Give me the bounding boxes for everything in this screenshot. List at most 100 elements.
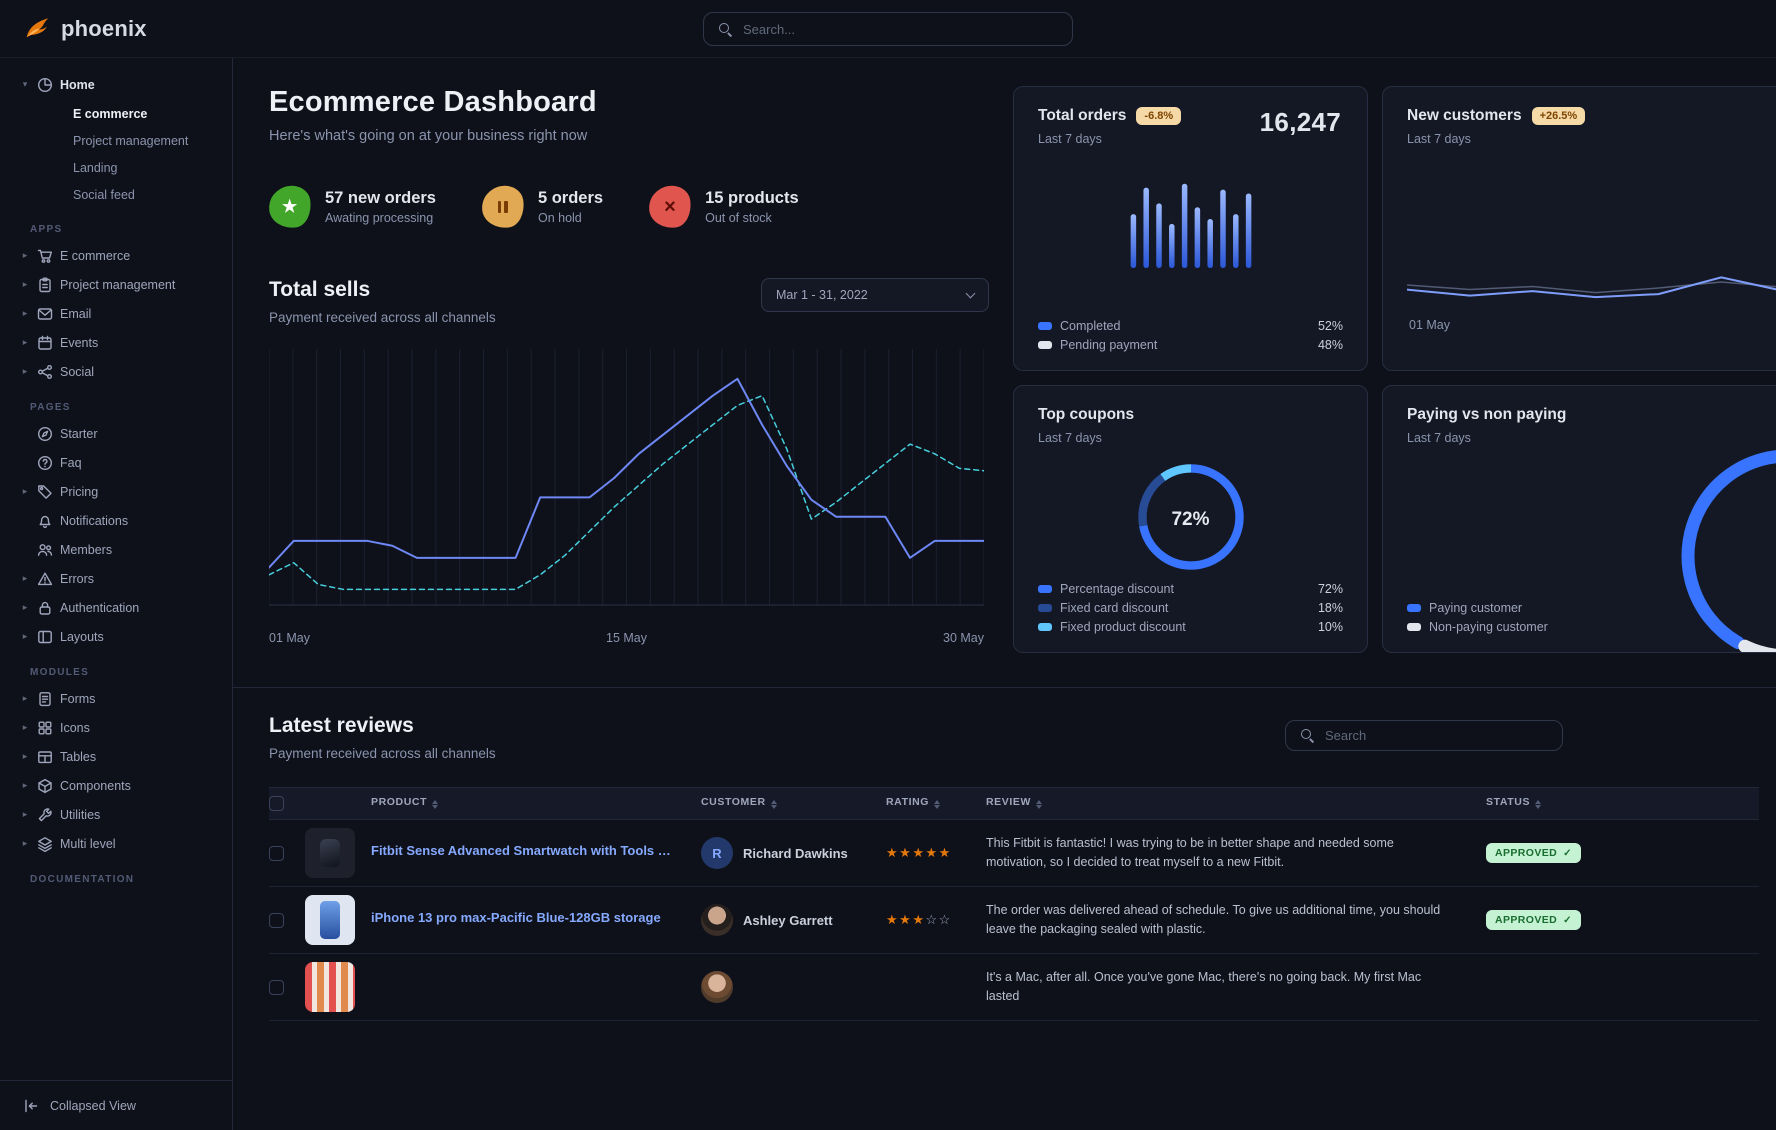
donut-segment-paying-customer <box>1681 449 1776 652</box>
sidebar-item-errors[interactable]: ▸ Errors <box>12 564 224 593</box>
customer-name: Ashley Garrett <box>743 912 833 928</box>
caret-right-icon: ▸ <box>22 337 28 347</box>
product-image[interactable] <box>305 895 355 945</box>
sidebar-item-email[interactable]: ▸ Email <box>12 299 224 328</box>
star-icon: ★ <box>912 912 926 927</box>
legend-swatch <box>1038 622 1052 631</box>
sort-icon[interactable] <box>934 797 940 812</box>
sort-icon[interactable] <box>432 797 438 812</box>
legend-label: Completed <box>1060 318 1121 333</box>
product-name-cell: iPhone 13 pro max-Pacific Blue-128GB sto… <box>371 910 701 930</box>
layout-icon <box>36 628 54 646</box>
column-header-review: REVIEW <box>986 796 1486 812</box>
new-customers-badge: +26.5% <box>1531 107 1586 125</box>
tag-icon <box>36 483 54 501</box>
top-coupons-legend: Percentage discount 72% Fixed card discoun… <box>1038 579 1343 636</box>
product-link[interactable]: Fitbit Sense Advanced Smartwatch with To… <box>371 843 671 858</box>
legend-value: 72% <box>1317 581 1343 596</box>
customer-cell <box>701 971 886 1003</box>
product-thumb-cell <box>305 895 371 945</box>
sidebar-item-home[interactable]: ▾ Home <box>12 70 224 99</box>
star-icon: ★ <box>886 845 900 860</box>
sidebar-item-e-commerce[interactable]: ▸ E commerce <box>12 241 224 270</box>
brand[interactable]: phoenix <box>22 14 147 44</box>
table-row: Fitbit Sense Advanced Smartwatch with To… <box>269 820 1759 887</box>
total-sells-line-chart <box>268 349 985 606</box>
dashboard-left-column: Ecommerce Dashboard Here's what's going … <box>266 86 989 653</box>
bell-icon <box>36 512 54 530</box>
sidebar-item-components[interactable]: ▸ Components <box>12 771 224 800</box>
sidebar-item-label: Components <box>60 778 131 793</box>
status-cell: APPROVED ✓ <box>1486 910 1759 930</box>
sidebar-item-e-commerce[interactable]: E commerce <box>73 106 148 121</box>
product-image[interactable] <box>305 828 355 878</box>
sidebar-item-starter[interactable]: Starter <box>12 419 224 448</box>
card-title: Top coupons <box>1038 406 1135 423</box>
sidebar-item-label: Project management <box>60 277 176 292</box>
column-header-label: CUSTOMER <box>701 795 766 808</box>
envelope-icon <box>36 305 54 323</box>
stat-awating-processing: ★ 57 new orders Awating processing <box>266 183 436 231</box>
card-period: Last 7 days <box>1038 132 1102 146</box>
sidebar-item-social[interactable]: ▸ Social <box>12 357 224 386</box>
row-checkbox-cell <box>269 979 305 995</box>
review-text: It's a Mac, after all. Once you've gone … <box>986 970 1422 1003</box>
card-new-customers: New customers +26.5% Last 7 days 01 May <box>1382 86 1776 371</box>
topbar-search[interactable] <box>703 12 1073 46</box>
sidebar-item-multi-level[interactable]: ▸ Multi level <box>12 829 224 858</box>
stat-out-of-stock: × 15 products Out of stock <box>646 183 799 231</box>
sort-icon[interactable] <box>1036 797 1042 812</box>
date-range-select[interactable]: Mar 1 - 31, 2022 <box>761 278 989 312</box>
page-subtitle: Here's what's going on at your business … <box>269 128 588 144</box>
star-icon: ☆ <box>938 912 952 927</box>
wrench-icon <box>36 806 54 824</box>
sidebar-item-label: Layouts <box>60 629 104 644</box>
sidebar-item-members[interactable]: Members <box>12 535 224 564</box>
sidebar-collapse-toggle[interactable]: Collapsed View <box>0 1080 232 1130</box>
row-checkbox[interactable] <box>269 979 284 995</box>
sort-icon[interactable] <box>1535 797 1541 812</box>
legend-value: 10% <box>1317 619 1343 634</box>
card-period: Last 7 days <box>1038 431 1102 445</box>
review-text: The order was delivered ahead of schedul… <box>986 903 1441 936</box>
sidebar-item-label: Events <box>60 335 99 350</box>
stat-text: 15 products Out of stock <box>705 189 799 225</box>
reviews-search-input[interactable] <box>1325 728 1548 743</box>
sidebar-item-social-feed[interactable]: Social feed <box>73 187 135 202</box>
status-badge: APPROVED ✓ <box>1486 910 1581 930</box>
row-checkbox[interactable] <box>269 912 284 928</box>
select-all-checkbox[interactable] <box>269 796 284 811</box>
legend-item-percentage-discount: Percentage discount 72% <box>1038 579 1343 598</box>
reviews-search[interactable] <box>1285 720 1563 751</box>
topbar: phoenix <box>0 0 1776 58</box>
sidebar-item-tables[interactable]: ▸ Tables <box>12 742 224 771</box>
customer-name: Richard Dawkins <box>743 845 848 861</box>
sidebar-item-landing[interactable]: Landing <box>73 160 118 175</box>
sidebar-item-authentication[interactable]: ▸ Authentication <box>12 593 224 622</box>
table-icon <box>36 748 54 766</box>
sidebar-item-pricing[interactable]: ▸ Pricing <box>12 477 224 506</box>
sidebar-item-notifications[interactable]: Notifications <box>12 506 224 535</box>
product-image[interactable] <box>305 962 355 1012</box>
paying-gauge <box>1673 441 1776 652</box>
sidebar-item-forms[interactable]: ▸ Forms <box>12 684 224 713</box>
table-row: iPhone 13 pro max-Pacific Blue-128GB sto… <box>269 887 1759 954</box>
search-input[interactable] <box>743 21 1058 37</box>
sidebar-item-icons[interactable]: ▸ Icons <box>12 713 224 742</box>
column-header-label: PRODUCT <box>371 795 428 808</box>
order-bar <box>1219 189 1226 268</box>
sidebar-item-events[interactable]: ▸ Events <box>12 328 224 357</box>
sidebar-item-layouts[interactable]: ▸ Layouts <box>12 622 224 651</box>
sidebar-item-project-management[interactable]: Project management <box>73 133 189 148</box>
stat-text: 5 orders On hold <box>538 189 603 225</box>
stat-subtitle: Awating processing <box>325 211 434 225</box>
sidebar-item-faq[interactable]: Faq <box>12 448 224 477</box>
sidebar-item-utilities[interactable]: ▸ Utilities <box>12 800 224 829</box>
check-icon: ✓ <box>1563 847 1572 859</box>
sort-icon[interactable] <box>771 797 777 812</box>
stat-pause-icon <box>496 201 509 213</box>
chevron-down-icon <box>965 288 976 299</box>
sidebar-item-project-management[interactable]: ▸ Project management <box>12 270 224 299</box>
row-checkbox[interactable] <box>269 845 284 861</box>
product-link[interactable]: iPhone 13 pro max-Pacific Blue-128GB sto… <box>371 910 661 925</box>
